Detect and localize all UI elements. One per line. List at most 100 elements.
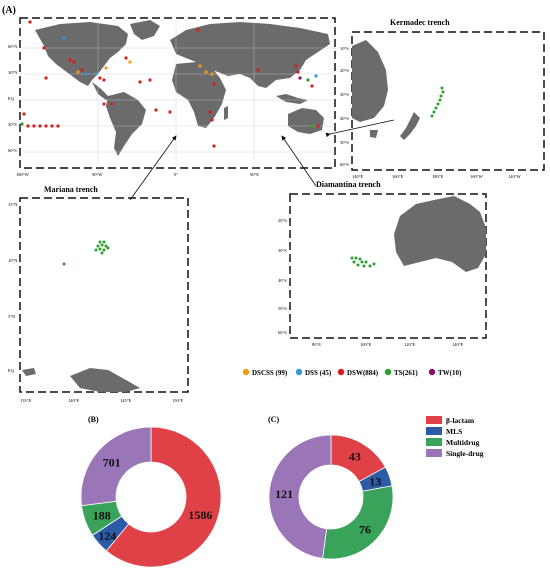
sample-point [20,122,24,126]
sample-point [96,244,100,248]
site-legend: DSCSS (99) DSS (45) DSW(884) TS(261) TW(… [242,368,462,377]
sample-point [438,98,442,102]
sample-point [360,260,364,264]
mariana-frame [19,197,189,393]
world-map: 60°N 30°N EQ 30°S 60°S 180°W 90°W 0° 90°… [8,17,336,177]
sample-point [148,78,152,82]
madagascar-landmass [224,106,228,120]
mariana-title: Mariana trench [44,185,98,194]
sample-point [310,84,314,88]
mariana-lon-label: 135°E [20,398,32,403]
kermadec-lat-label: 50°S [340,140,349,145]
legend-label-tw: TW(10) [438,369,462,377]
mariana-lat-label: EQ [8,368,15,373]
sample-point [62,262,66,266]
sample-point [316,124,320,128]
sample-point [124,56,128,60]
sample-point [208,110,212,114]
australia-landmass [394,196,486,272]
arrow-to-diamantina [281,135,317,187]
diamantina-lat-label: 50°S [278,306,287,311]
chart-b-title: (B) [88,415,99,424]
africa-landmass [172,62,226,128]
sample-point [44,124,48,128]
sample-point [94,72,98,76]
kermadec-sample-points [430,86,445,118]
sample-point [368,264,372,268]
sample-point [22,112,26,116]
sample-point [432,110,436,114]
sample-point [106,246,110,250]
europe-asia-landmass [170,22,330,88]
sample-point [80,68,84,72]
sample-point [204,70,208,74]
donut-data-label: 124 [98,529,116,543]
donut-slice-lactam [105,426,222,568]
sample-point [102,240,106,244]
world-lon-label: 180°W [16,172,30,177]
kermadec-lon-label: 140°W [508,174,522,179]
sample-point [210,118,214,122]
diamantina-map: Diamantina trench 20°S 30°S 40°S 50°S 60… [278,180,487,347]
sample-point [100,251,104,255]
diamantina-lon-label: 120°E [404,342,416,347]
sample-point [354,256,358,260]
sample-point [212,144,216,148]
diamantina-lon-label: 100°E [360,342,372,347]
sample-point [110,102,114,106]
kermadec-lon-label: 140°E [352,174,364,179]
island-landmass [22,368,36,376]
sample-point [212,82,216,86]
world-lat-label: 60°N [8,44,18,49]
sample-point [430,114,434,118]
diamantina-lon-label: 80°E [312,342,321,347]
arrow-to-kermadec [325,119,395,138]
kermadec-lat-label: 10°S [340,46,349,51]
north-america-landmass [35,22,128,86]
legend-swatch-single-drug [426,449,442,457]
sample-point [50,124,54,128]
donut-data-label: 43 [349,450,361,464]
sample-point [154,108,158,112]
australia-landmass [288,108,324,134]
world-sample-points [20,20,320,148]
sample-point [198,64,202,68]
sample-point [32,124,36,128]
world-lon-label: 90°E [250,172,259,177]
sample-point [98,76,102,80]
mariana-lon-label: 150°E [172,398,184,403]
kermadec-lat-label: 60°S [340,162,349,167]
legend-label-mls: MLS [446,427,462,436]
indonesia-landmass [276,94,308,104]
sample-point [68,58,72,62]
world-lon-label: 0° [174,172,178,177]
sample-point [102,248,106,252]
sample-point [364,260,368,264]
tasmania-landmass [370,130,378,138]
chart-c-title: (C) [268,415,279,424]
diamantina-sample-points [350,256,376,268]
mariana-lat-label: 5°N [8,314,16,319]
sample-point [72,60,76,64]
central-america-landmass [92,82,110,100]
sample-point [42,46,46,50]
sample-point [440,86,444,90]
legend-dot-tw [428,368,436,376]
diamantina-lat-label: 20°S [278,218,287,223]
sample-point [26,124,30,128]
kermadec-title: Kermadec trench [390,18,450,27]
sample-point [441,90,445,94]
diamantina-lat-label: 30°S [278,248,287,253]
sample-point [296,70,300,74]
mariana-lat-label: 10°N [8,258,18,263]
sample-point [104,244,108,248]
sample-point [56,124,60,128]
figure-label: (A) [2,5,16,16]
legend-dot-dss [295,368,303,376]
arrow-to-mariana [129,135,177,201]
kermadec-lat-label: 20°S [340,68,349,73]
world-lat-label: 30°N [8,70,18,75]
sample-point [298,76,302,80]
mariana-lon-label: 140°E [68,398,80,403]
sample-point [314,74,318,78]
